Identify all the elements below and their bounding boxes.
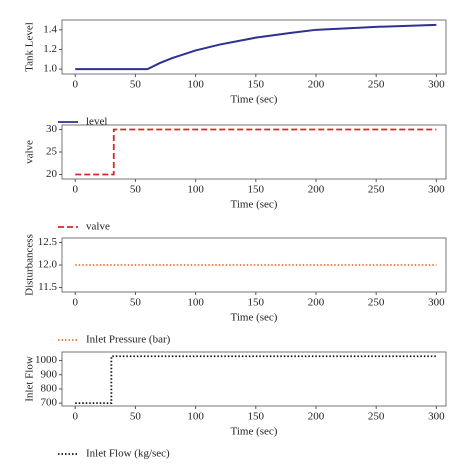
x-tick-label: 50 (130, 411, 142, 423)
y-tick-label: 25 (46, 146, 58, 158)
x-tick-label: 300 (428, 411, 445, 423)
x-tick-label: 150 (248, 297, 265, 309)
y-tick-label: 1.2 (43, 43, 57, 55)
x-tick-label: 200 (308, 411, 325, 423)
y-axis-label: Tank Level (24, 22, 36, 72)
x-tick-label: 150 (248, 79, 265, 91)
x-axis-label: Time (sec) (231, 426, 278, 438)
x-tick-label: 300 (428, 297, 445, 309)
x-tick-label: 50 (130, 79, 142, 91)
y-tick-label: 11.5 (38, 281, 57, 293)
legend-label: Inlet Pressure (bar) (86, 334, 171, 346)
x-tick-label: 250 (368, 297, 385, 309)
x-axis-label: Time (sec) (231, 199, 278, 211)
plot-frame (61, 124, 447, 180)
x-tick-label: 250 (368, 79, 385, 91)
x-tick-label: 0 (72, 184, 78, 196)
x-axis-label: Time (sec) (231, 94, 278, 106)
x-tick-label: 0 (72, 411, 78, 423)
x-tick-label: 150 (248, 184, 265, 196)
x-tick-label: 50 (130, 297, 142, 309)
series-line (75, 128, 437, 176)
x-tick-label: 100 (187, 411, 204, 423)
y-tick-label: 12.5 (38, 236, 58, 248)
x-tick-label: 250 (368, 411, 385, 423)
series-line (75, 355, 437, 405)
x-tick-label: 200 (308, 184, 325, 196)
plot-frame (61, 351, 447, 407)
x-tick-label: 100 (187, 184, 204, 196)
legend-label: valve (86, 221, 110, 233)
x-tick-label: 250 (368, 184, 385, 196)
x-tick-label: 0 (72, 79, 78, 91)
y-tick-label: 700 (41, 397, 58, 409)
legend-label: level (86, 116, 107, 128)
x-tick-label: 50 (130, 184, 142, 196)
plot-frame (61, 19, 447, 75)
y-tick-label: 1.0 (43, 63, 57, 75)
y-tick-label: 1000 (35, 354, 58, 366)
y-tick-label: 20 (46, 168, 58, 180)
x-tick-label: 150 (248, 411, 265, 423)
x-tick-label: 100 (187, 79, 204, 91)
y-tick-label: 1.4 (43, 23, 57, 35)
y-axis-label: Disturbancess (24, 234, 36, 296)
y-axis-label: Inlet Flow (24, 356, 36, 402)
y-tick-label: 800 (41, 382, 58, 394)
y-tick-label: 12.0 (38, 259, 58, 271)
y-tick-label: 900 (41, 368, 58, 380)
x-tick-label: 300 (428, 79, 445, 91)
x-tick-label: 0 (72, 297, 78, 309)
x-tick-label: 200 (308, 297, 325, 309)
series-line (75, 23, 437, 71)
y-tick-label: 30 (46, 123, 58, 135)
x-tick-label: 200 (308, 79, 325, 91)
x-axis-label: Time (sec) (231, 312, 278, 324)
y-axis-label: valve (24, 140, 36, 164)
x-tick-label: 100 (187, 297, 204, 309)
legend-label: Inlet Flow (kg/sec) (86, 448, 170, 460)
x-tick-label: 300 (428, 184, 445, 196)
